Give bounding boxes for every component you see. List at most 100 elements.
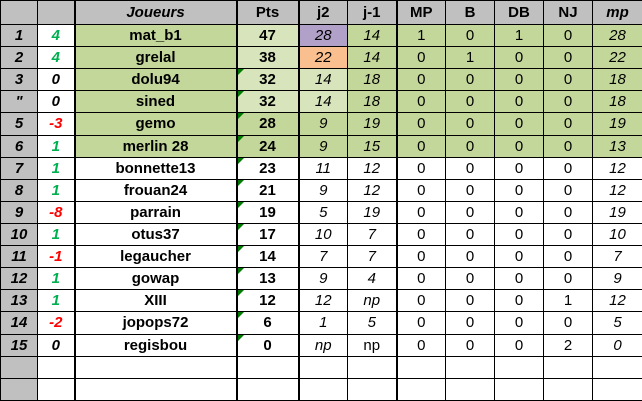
j-1-cell[interactable] [347, 377, 398, 401]
change-cell[interactable]: 1 [37, 267, 76, 291]
points-cell[interactable]: 19 [236, 200, 300, 224]
b-cell[interactable]: 0 [445, 245, 495, 269]
change-cell[interactable]: 0 [37, 333, 76, 357]
rank-cell[interactable] [0, 355, 38, 379]
j-1-cell[interactable]: 5 [347, 311, 398, 335]
column-header[interactable]: Joueurs [74, 0, 238, 25]
player-name-cell[interactable]: mat_b1 [74, 23, 238, 48]
nj-cell[interactable]: 0 [543, 200, 593, 224]
mp-cell[interactable] [592, 377, 642, 401]
db-cell[interactable]: 1 [494, 23, 544, 48]
b-cell[interactable] [445, 355, 495, 379]
j2-cell[interactable]: 9 [298, 178, 348, 202]
mp-cell[interactable]: 19 [592, 112, 642, 136]
db-cell[interactable] [494, 355, 544, 379]
player-name-cell[interactable]: dolu94 [74, 68, 238, 92]
db-cell[interactable]: 0 [494, 112, 544, 136]
player-name-cell[interactable]: merlin 28 [74, 134, 238, 158]
rank-cell[interactable]: 10 [0, 222, 38, 247]
column-header[interactable]: mp [592, 0, 642, 25]
mp-cell[interactable]: 22 [592, 46, 642, 70]
points-cell[interactable]: 24 [236, 134, 300, 158]
j-1-cell[interactable]: 7 [347, 245, 398, 269]
player-name-cell[interactable] [74, 377, 238, 401]
j2-cell[interactable]: 14 [298, 90, 348, 114]
rank-cell[interactable] [0, 377, 38, 401]
points-cell[interactable]: 32 [236, 68, 300, 92]
j-1-cell[interactable] [347, 355, 398, 379]
j2-cell[interactable]: 11 [298, 156, 348, 180]
j-1-cell[interactable]: 18 [347, 90, 398, 114]
mp-count-cell[interactable]: 0 [396, 46, 446, 70]
nj-cell[interactable]: 1 [543, 289, 593, 313]
mp-count-cell[interactable]: 0 [396, 90, 446, 114]
rank-cell[interactable]: 1 [0, 23, 38, 48]
change-cell[interactable]: -3 [37, 112, 76, 136]
b-cell[interactable]: 0 [445, 267, 495, 291]
db-cell[interactable]: 0 [494, 156, 544, 180]
player-name-cell[interactable]: gowap [74, 267, 238, 291]
rank-cell[interactable]: 7 [0, 156, 38, 180]
nj-cell[interactable]: 0 [543, 90, 593, 114]
rank-cell[interactable]: 8 [0, 178, 38, 202]
player-name-cell[interactable]: bonnette13 [74, 156, 238, 180]
db-cell[interactable]: 0 [494, 267, 544, 291]
column-header[interactable] [37, 0, 76, 25]
db-cell[interactable]: 0 [494, 333, 544, 357]
db-cell[interactable]: 0 [494, 289, 544, 313]
points-cell[interactable] [236, 355, 300, 379]
b-cell[interactable]: 0 [445, 200, 495, 224]
b-cell[interactable]: 0 [445, 289, 495, 313]
change-cell[interactable] [37, 355, 76, 379]
b-cell[interactable]: 1 [445, 46, 495, 70]
points-cell[interactable]: 23 [236, 156, 300, 180]
mp-cell[interactable]: 5 [592, 311, 642, 335]
nj-cell[interactable]: 0 [543, 46, 593, 70]
points-cell[interactable]: 38 [236, 46, 300, 70]
mp-cell[interactable]: 13 [592, 134, 642, 158]
change-cell[interactable]: -2 [37, 311, 76, 335]
b-cell[interactable]: 0 [445, 112, 495, 136]
rank-cell[interactable]: 9 [0, 200, 38, 224]
player-name-cell[interactable]: parrain [74, 200, 238, 224]
db-cell[interactable]: 0 [494, 178, 544, 202]
player-name-cell[interactable]: XIII [74, 289, 238, 313]
mp-count-cell[interactable] [396, 355, 446, 379]
points-cell[interactable]: 17 [236, 222, 300, 247]
column-header[interactable]: B [445, 0, 495, 25]
j2-cell[interactable]: 9 [298, 134, 348, 158]
player-name-cell[interactable]: regisbou [74, 333, 238, 357]
mp-cell[interactable]: 12 [592, 178, 642, 202]
b-cell[interactable]: 0 [445, 68, 495, 92]
j2-cell[interactable]: 9 [298, 112, 348, 136]
nj-cell[interactable]: 0 [543, 267, 593, 291]
change-cell[interactable]: 0 [37, 90, 76, 114]
column-header[interactable]: Pts [236, 0, 300, 25]
rank-cell[interactable]: 11 [0, 245, 38, 269]
j2-cell[interactable]: 9 [298, 267, 348, 291]
j-1-cell[interactable]: 14 [347, 23, 398, 48]
column-header[interactable] [0, 0, 38, 25]
points-cell[interactable]: 21 [236, 178, 300, 202]
j2-cell[interactable]: 22 [298, 46, 348, 70]
nj-cell[interactable]: 0 [543, 178, 593, 202]
mp-cell[interactable] [592, 355, 642, 379]
mp-cell[interactable]: 9 [592, 267, 642, 291]
mp-count-cell[interactable] [396, 377, 446, 401]
db-cell[interactable]: 0 [494, 90, 544, 114]
b-cell[interactable]: 0 [445, 134, 495, 158]
points-cell[interactable]: 6 [236, 311, 300, 335]
player-name-cell[interactable]: legaucher [74, 245, 238, 269]
rank-cell[interactable]: 6 [0, 134, 38, 158]
db-cell[interactable]: 0 [494, 46, 544, 70]
j-1-cell[interactable]: np [347, 333, 398, 357]
rank-cell[interactable]: 14 [0, 311, 38, 335]
column-header[interactable]: DB [494, 0, 544, 25]
column-header[interactable]: j2 [298, 0, 348, 25]
mp-cell[interactable]: 18 [592, 90, 642, 114]
mp-count-cell[interactable]: 1 [396, 23, 446, 48]
nj-cell[interactable]: 0 [543, 23, 593, 48]
j2-cell[interactable]: 10 [298, 222, 348, 247]
mp-cell[interactable]: 7 [592, 245, 642, 269]
rank-cell[interactable]: 3 [0, 68, 38, 92]
